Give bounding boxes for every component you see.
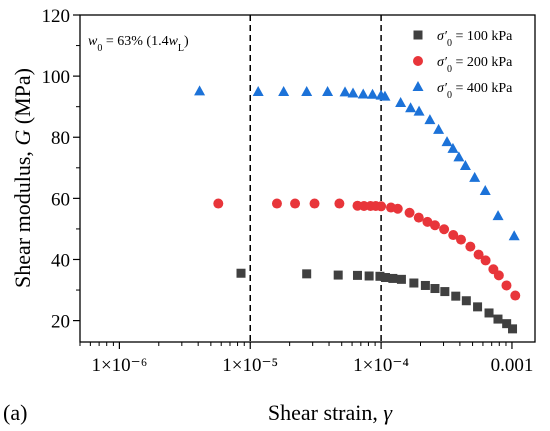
data-point-triangle [379, 90, 391, 101]
data-point-square [380, 273, 390, 283]
data-point-circle [376, 201, 387, 212]
x-axis-title: Shear strain, γ [268, 400, 393, 425]
data-point-circle [473, 249, 484, 260]
data-point-triangle [252, 86, 264, 97]
data-point-square [409, 278, 419, 288]
data-point-circle [271, 198, 282, 209]
data-point-triangle [367, 88, 379, 99]
data-point-triangle [453, 151, 465, 162]
y-tick-label: 60 [51, 189, 70, 210]
data-point-circle [448, 230, 459, 241]
data-point-triangle [405, 102, 417, 113]
data-point-square [473, 302, 483, 312]
data-point-circle [334, 198, 345, 209]
legend-label-400kpa: σ′0 = 400 kPa [437, 81, 513, 101]
data-point-triangle [339, 86, 351, 97]
data-point-triangle [301, 86, 313, 97]
data-point-circle [493, 270, 504, 281]
data-point-triangle [357, 88, 369, 99]
data-point-triangle [194, 85, 206, 96]
data-point-circle [439, 224, 450, 235]
data-point-square [502, 319, 512, 329]
data-point-square [236, 268, 246, 278]
legend-marker-200kpa [413, 56, 423, 66]
data-point-circle [422, 216, 433, 227]
panel-label: (a) [3, 400, 27, 425]
x-tick-label: 1×10⁻⁶ [91, 355, 147, 376]
data-point-square [451, 291, 461, 301]
data-point-square [352, 270, 362, 280]
data-point-square [420, 280, 430, 290]
x-tick-label: 1×10⁻⁵ [222, 355, 278, 376]
data-point-circle [456, 234, 467, 245]
data-point-triangle [278, 86, 290, 97]
data-point-square [461, 296, 471, 306]
series-circle [213, 198, 521, 301]
legend: σ′0 = 100 kPa σ′0 = 200 kPa σ′0 = 400 kP… [412, 29, 513, 101]
data-point-circle [465, 241, 476, 252]
data-point-triangle [479, 185, 491, 196]
water-content-annotation: w0 = 63% (1.4wL) [88, 34, 189, 54]
data-point-triangle [459, 159, 471, 170]
y-tick-label: 20 [51, 312, 70, 333]
data-point-square [440, 287, 450, 297]
data-point-square [333, 270, 343, 280]
data-point-triangle [424, 114, 436, 125]
data-point-circle [213, 198, 224, 209]
y-tick-label: 100 [42, 67, 71, 88]
data-point-triangle [469, 171, 481, 182]
legend-marker-400kpa [412, 81, 424, 91]
y-tick-label: 120 [42, 6, 71, 27]
y-tick-label: 40 [51, 250, 70, 271]
data-point-circle [413, 212, 424, 223]
data-point-triangle [433, 123, 445, 134]
axis-ticks: 1×10⁻⁶ 1×10⁻⁵ 1×10⁻⁴ 0.001 20 40 60 80 100 120 [42, 6, 534, 376]
plot-frame [79, 14, 536, 343]
data-point-circle [290, 198, 301, 209]
data-point-triangle [347, 87, 359, 98]
data-point-square [430, 284, 440, 294]
data-point-triangle [413, 105, 425, 116]
data-point-triangle [395, 97, 407, 108]
data-point-square [508, 324, 518, 334]
y-axis-title: Shear modulus, G (MPa) [10, 68, 35, 288]
data-point-triangle [322, 86, 334, 97]
data-point-square [364, 271, 374, 281]
data-point-circle [480, 255, 491, 266]
data-point-circle [510, 290, 521, 301]
reference-lines [249, 15, 382, 342]
data-point-square [396, 274, 406, 284]
data-point-square [388, 273, 398, 283]
data-series [194, 85, 521, 334]
data-point-square [375, 271, 385, 281]
data-point-triangle [508, 230, 520, 241]
data-point-triangle [441, 136, 453, 147]
series-triangle [194, 85, 520, 241]
legend-label-100kpa: σ′0 = 100 kPa [437, 29, 513, 49]
legend-marker-100kpa [413, 30, 423, 40]
x-tick-label: 0.001 [491, 355, 534, 376]
data-point-circle [309, 198, 320, 209]
data-point-square [302, 269, 312, 279]
data-point-triangle [447, 142, 459, 153]
data-point-circle [392, 203, 403, 214]
data-point-circle [501, 280, 512, 291]
x-tick-label: 1×10⁻⁴ [353, 355, 409, 376]
data-point-square [493, 314, 503, 324]
y-tick-label: 80 [51, 128, 70, 149]
series-square [236, 268, 518, 334]
data-point-square [484, 308, 494, 318]
data-point-triangle [492, 210, 504, 221]
data-point-circle [429, 220, 440, 231]
data-point-circle [404, 207, 415, 218]
legend-label-200kpa: σ′0 = 200 kPa [437, 55, 513, 75]
